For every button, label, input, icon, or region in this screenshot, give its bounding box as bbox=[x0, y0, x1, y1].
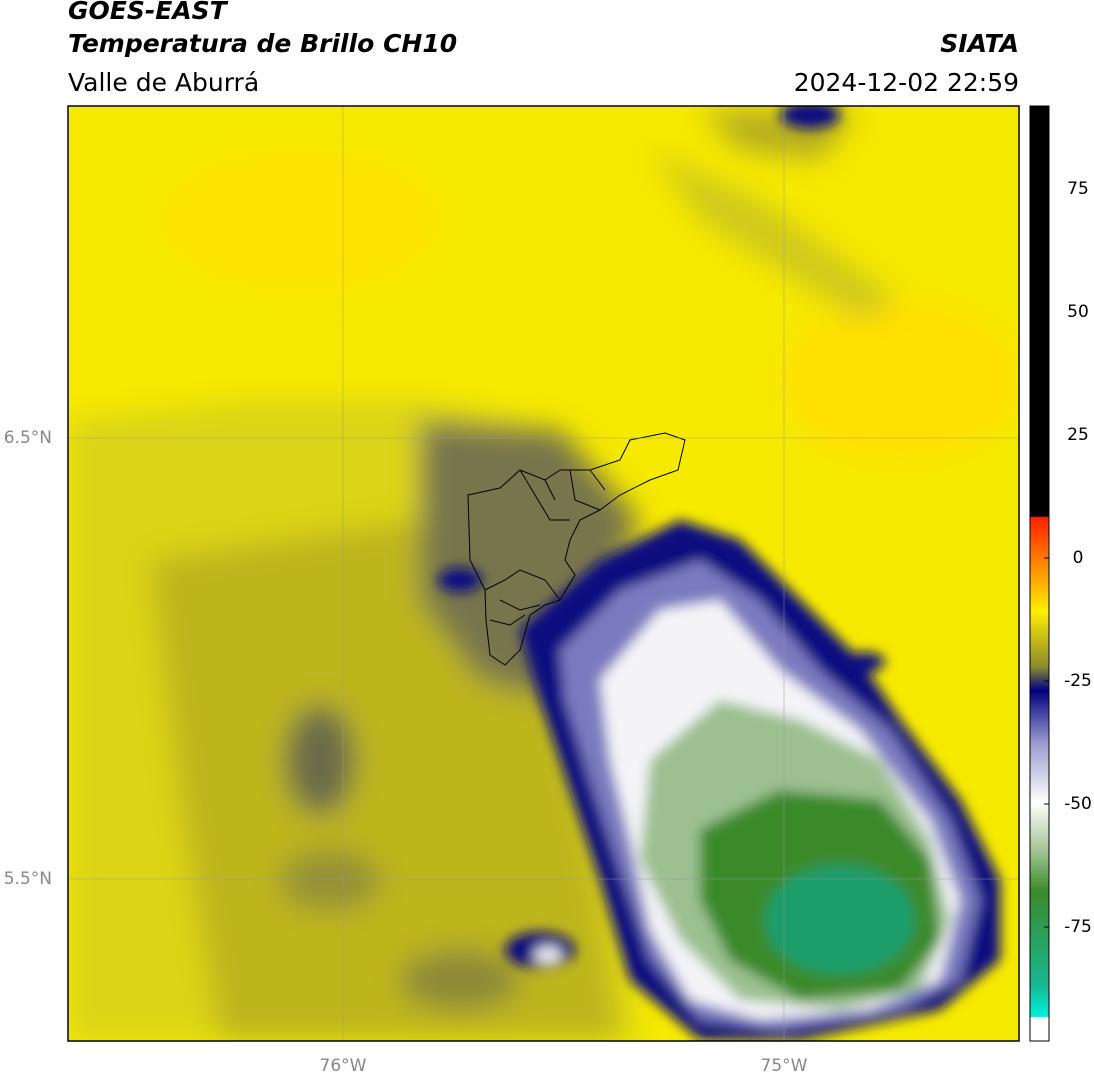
lat-label: 6.5°N bbox=[4, 428, 52, 448]
lon-label: 76°W bbox=[320, 1056, 367, 1076]
subtitle: Temperatura de Brillo CH10 bbox=[68, 29, 457, 58]
source: SIATA bbox=[940, 29, 1019, 58]
colorbar-tick-label: -25 bbox=[1064, 671, 1092, 691]
lat-label: 5.5°N bbox=[4, 869, 52, 889]
satellite-image bbox=[68, 106, 1019, 1041]
datetime: 2024-12-02 22:59 bbox=[794, 68, 1019, 97]
title: GOES-EAST bbox=[68, 0, 229, 25]
colorbar bbox=[1029, 105, 1050, 1042]
lon-label: 75°W bbox=[761, 1056, 808, 1076]
colorbar-tick-label: 0 bbox=[1073, 548, 1084, 568]
municipal-boundaries bbox=[467, 432, 686, 666]
colorbar-tick-label: 50 bbox=[1067, 302, 1089, 322]
colorbar-tick-label: -50 bbox=[1064, 794, 1092, 814]
colorbar-tick-label: -75 bbox=[1064, 917, 1092, 937]
colorbar-tick-label: 75 bbox=[1067, 179, 1089, 199]
map-frame bbox=[67, 105, 1020, 1042]
region: Valle de Aburrá bbox=[68, 68, 259, 97]
graticule bbox=[68, 106, 1019, 1041]
colorbar-tick-label: 25 bbox=[1067, 425, 1089, 445]
